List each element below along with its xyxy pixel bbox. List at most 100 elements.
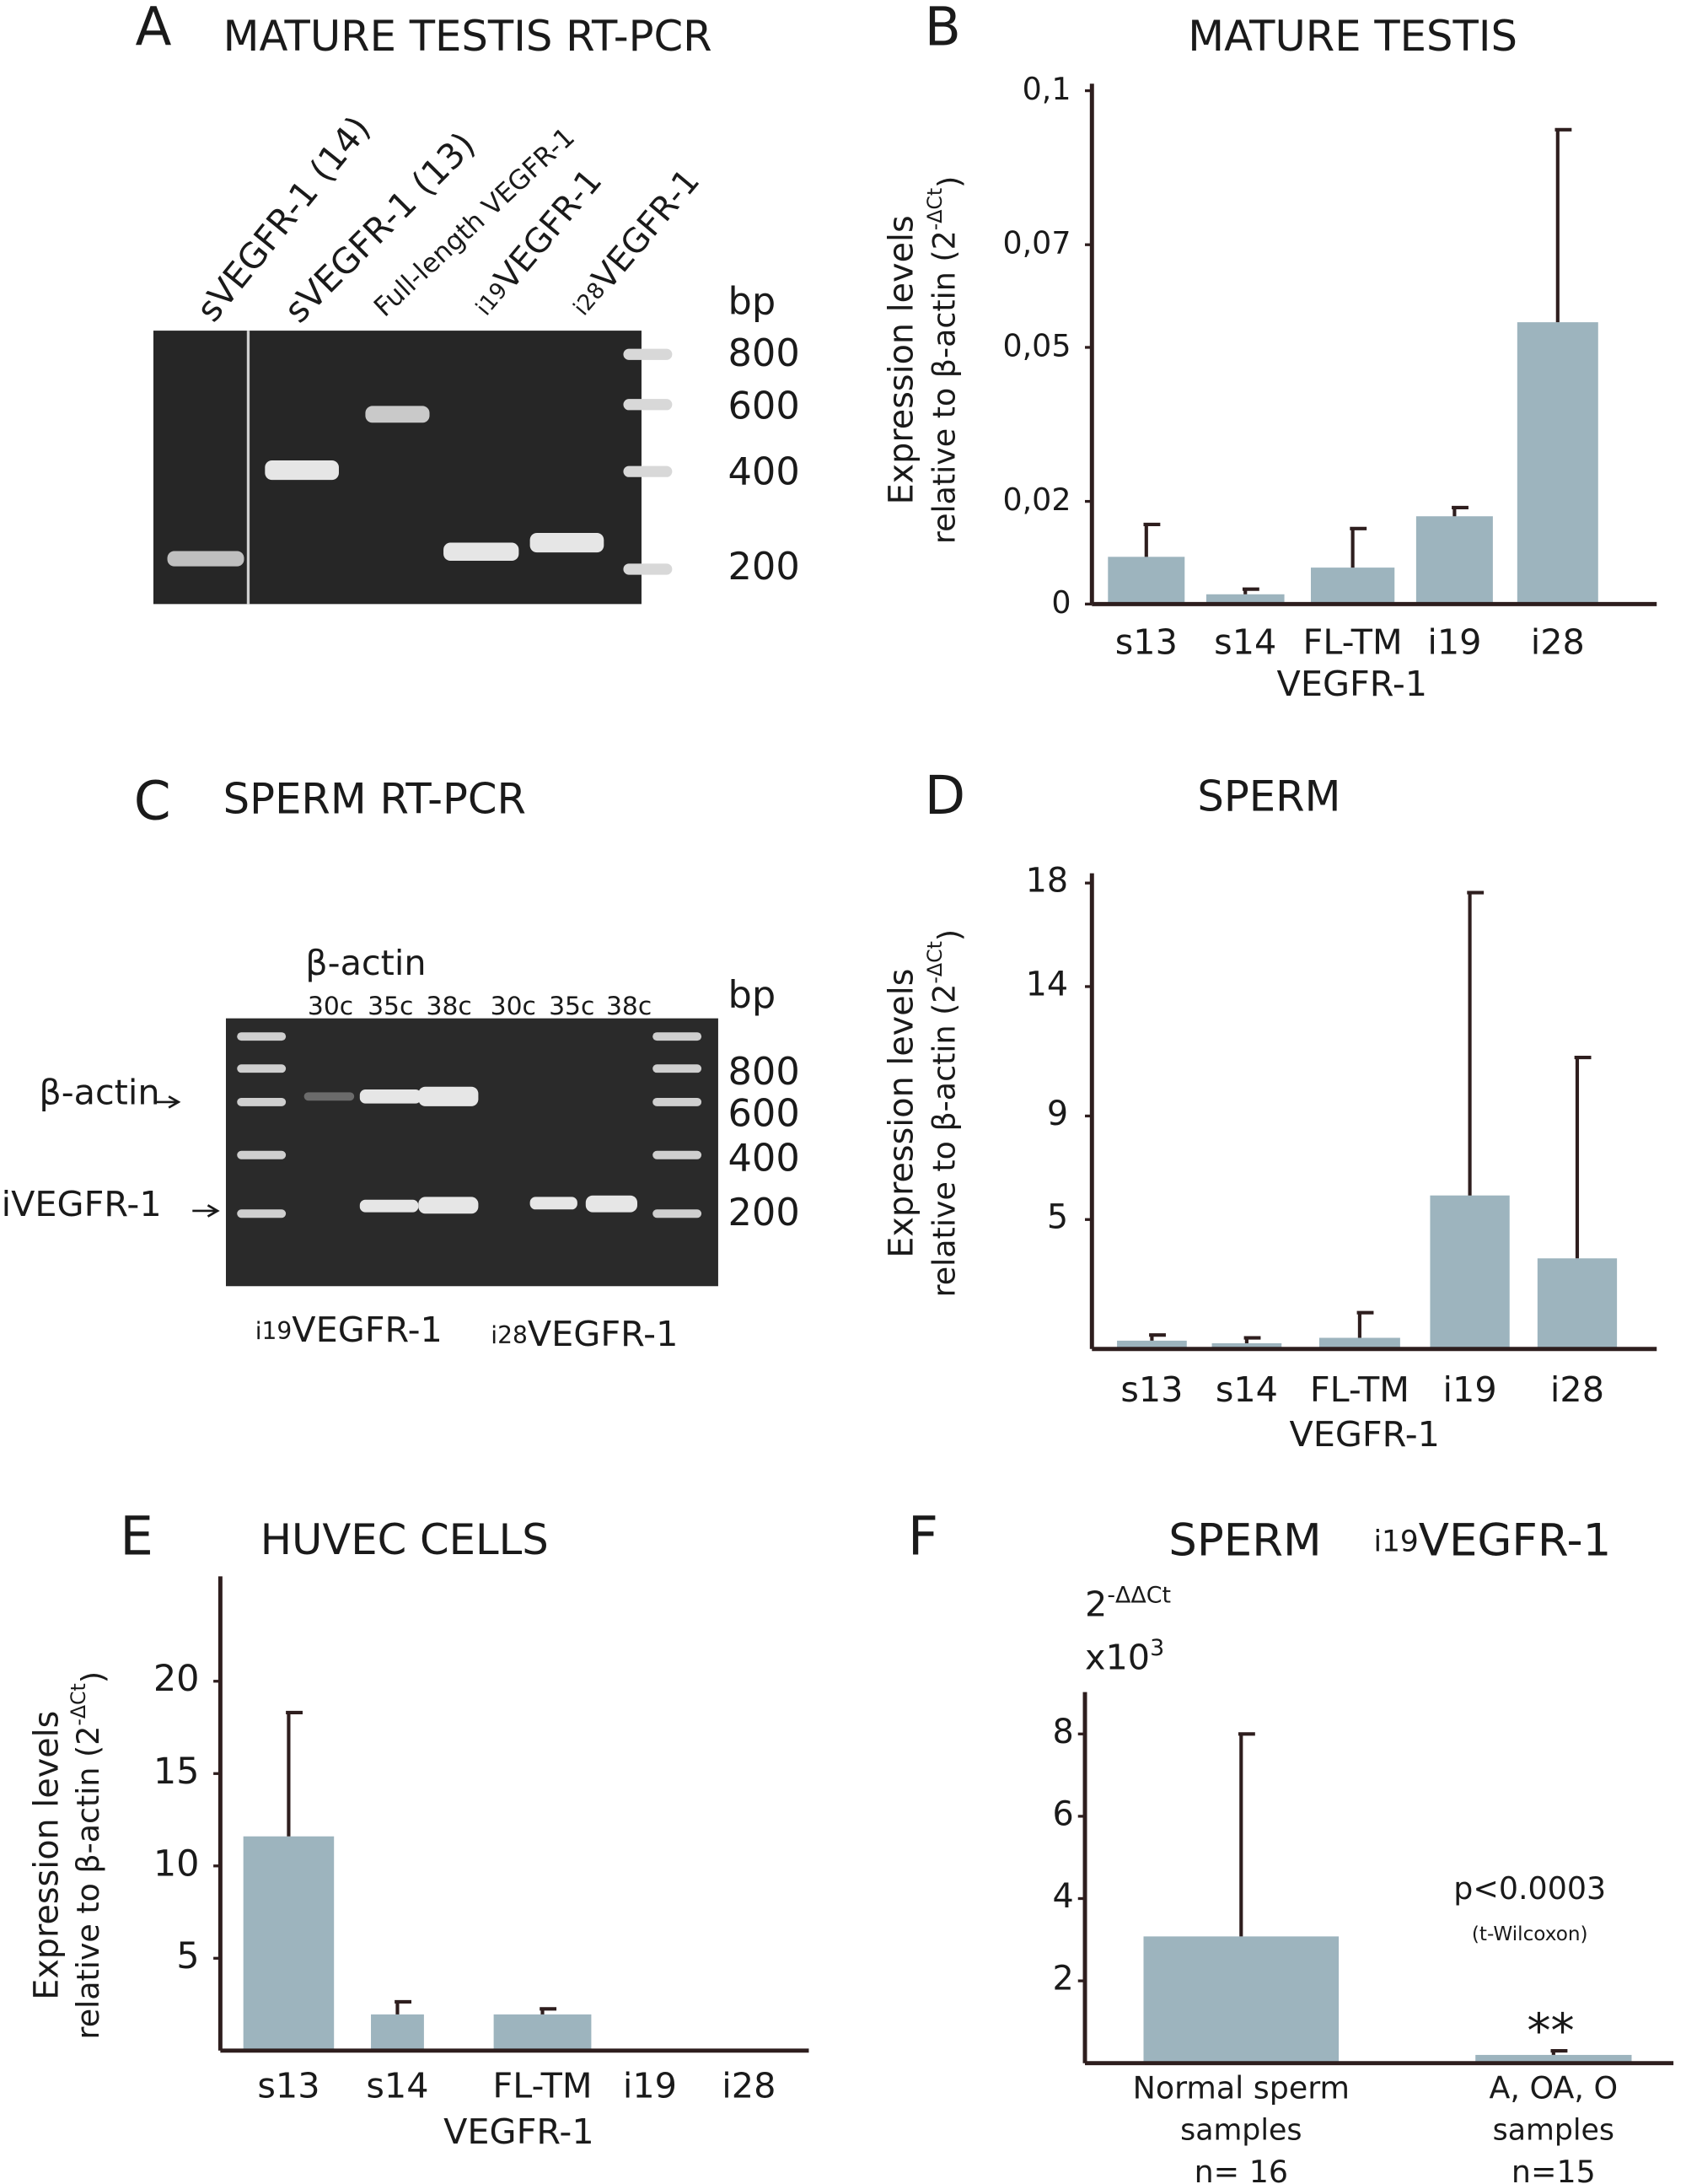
band (359, 1089, 422, 1104)
y-axis-label-part: -ΔCt (922, 188, 946, 230)
chart-subtitle: i19VEGFR-1 (1373, 1514, 1611, 1566)
band (303, 1092, 355, 1101)
error-bar (1356, 1310, 1374, 1338)
y-tick-label: 20 (153, 1658, 200, 1700)
bar (371, 2014, 424, 2051)
gel-a: MATURE TESTIS RT-PCR sVEGFR-1 (14) sVEGF… (153, 12, 800, 605)
annotation: p<0.0003 (1453, 1870, 1606, 1907)
x-tick-label: s13 (257, 2065, 319, 2106)
y-tick-label: 10 (153, 1842, 200, 1885)
size-label: 600 (728, 1091, 800, 1135)
y-tick-label: 0,07 (1002, 225, 1071, 261)
bar (1517, 322, 1598, 605)
cycle-label: 35c (368, 992, 413, 1021)
y-tick-label: 14 (1026, 965, 1069, 1003)
group-prefix: i28 (491, 1321, 528, 1349)
x-tick-label: s13 (1115, 621, 1178, 662)
ladder-band (652, 1032, 702, 1041)
ladder-band (237, 1209, 287, 1218)
error-bar (1143, 522, 1161, 557)
x-tick-label: samples (1493, 2114, 1614, 2148)
y-axis-label-part: -ΔCt (67, 1683, 90, 1725)
error-bar (1452, 505, 1469, 517)
y-axis-label-part: 2 (1085, 1584, 1107, 1625)
cycle-label: 38c (606, 992, 652, 1021)
y-tick-label: 4 (1053, 1877, 1074, 1916)
chart-subtitle-part: VEGFR-1 (1419, 1514, 1611, 1566)
error-bar (1467, 890, 1485, 1196)
error-bar (1242, 587, 1259, 594)
chart-title: SPERM (1168, 1514, 1321, 1566)
gel-c: SPERM RT-PCR β-actin 30c 35c 38c 30c 35c… (2, 775, 800, 1354)
ladder-band (237, 1064, 287, 1073)
bar (1318, 1337, 1400, 1349)
error-bar (1554, 127, 1572, 323)
band (167, 551, 244, 567)
x-tick-label: A, OA, O (1490, 2070, 1619, 2106)
x-tick-label: i19 (623, 2065, 677, 2106)
y-axis-label-part: -ΔΔCt (1107, 1582, 1171, 1608)
band (418, 1197, 479, 1214)
x-axis-label: VEGFR-1 (443, 2111, 594, 2152)
x-tick-label: s14 (1214, 621, 1276, 662)
chart-title: MATURE TESTIS (1188, 12, 1517, 61)
chart-title: HUVEC CELLS (260, 1515, 549, 1564)
arrow (156, 1095, 181, 1109)
bar (1211, 1342, 1282, 1349)
cycle-label: 30c (308, 992, 353, 1021)
x-tick-label: FL-TM (492, 2065, 592, 2106)
ladder-band (623, 348, 673, 360)
panel-label: E (120, 1505, 153, 1567)
x-axis-label: VEGFR-1 (1277, 664, 1428, 704)
y-axis-label-part: x10 (1085, 1638, 1150, 1678)
size-label: 800 (728, 1050, 800, 1094)
group-gene: VEGFR-1 (292, 1310, 442, 1350)
y-axis-label: 2-ΔΔCt (1085, 1582, 1171, 1625)
x-tick-label: s14 (1216, 1369, 1278, 1410)
y-tick-label: 0,1 (1023, 71, 1071, 107)
y-axis-label-part: 3 (1150, 1635, 1164, 1661)
band (365, 406, 430, 423)
y-axis-label-part: relative to β-actin (2 (926, 984, 962, 1298)
panel-label: D (925, 765, 965, 826)
error-bar (1350, 526, 1367, 568)
cycle-label: 30c (491, 992, 536, 1021)
y-axis-label: relative to β-actin (2-ΔCt) (922, 929, 967, 1297)
annotation: (t-Wilcoxon) (1472, 1923, 1588, 1945)
panel-label: C (134, 771, 171, 832)
y-axis-label-part: ) (931, 929, 967, 941)
size-label: 400 (728, 449, 800, 493)
y-tick-label: 18 (1026, 862, 1069, 901)
x-tick-label: i19 (1443, 1369, 1497, 1410)
y-tick-label: 2 (1053, 1960, 1074, 1998)
size-label: 600 (728, 385, 800, 428)
bar (1537, 1258, 1618, 1349)
y-tick-label: 5 (1047, 1198, 1068, 1237)
ladder-band (623, 465, 673, 477)
y-tick-label: 15 (153, 1751, 200, 1793)
bar (1117, 1340, 1187, 1349)
x-tick-label: s13 (1120, 1369, 1183, 1410)
band-label: β-actin (39, 1073, 159, 1113)
size-label: 400 (728, 1136, 800, 1180)
gel (225, 1018, 718, 1287)
y-tick-label: 0,05 (1002, 327, 1071, 363)
y-tick-label: 9 (1047, 1095, 1068, 1133)
x-tick-label: s14 (366, 2065, 428, 2106)
band-label: iVEGFR-1 (2, 1184, 162, 1224)
group-gene: VEGFR-1 (528, 1314, 679, 1354)
group-prefix: i19 (255, 1317, 293, 1345)
x-tick-label: Normal sperm (1133, 2070, 1350, 2106)
group-name: i19VEGFR-1 (255, 1310, 443, 1350)
bar (1311, 568, 1395, 605)
error-bar (1149, 1333, 1166, 1341)
chart-subtitle-part: i19 (1373, 1525, 1418, 1558)
band (585, 1195, 637, 1213)
x-tick-label: i28 (722, 2065, 776, 2106)
x-axis-label: VEGFR-1 (1289, 1414, 1439, 1455)
y-axis-label-part: relative to β-actin (2 (69, 1726, 105, 2040)
size-label: 200 (728, 1191, 800, 1235)
ladder-band (623, 563, 673, 575)
